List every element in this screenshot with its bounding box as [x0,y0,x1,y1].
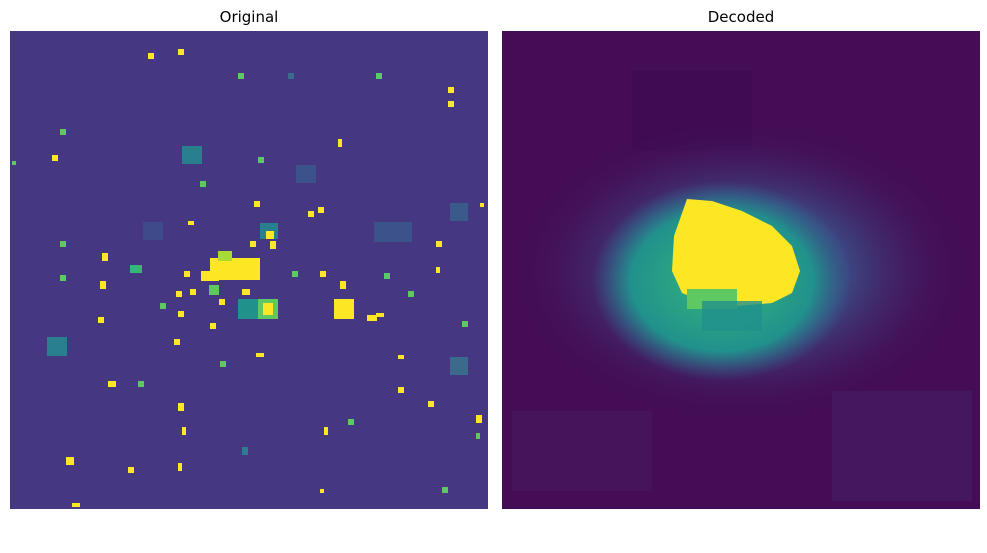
original-image [10,31,488,509]
original-title: Original [219,8,279,26]
decoded-image [502,31,980,509]
decoded-title: Decoded [707,8,775,26]
